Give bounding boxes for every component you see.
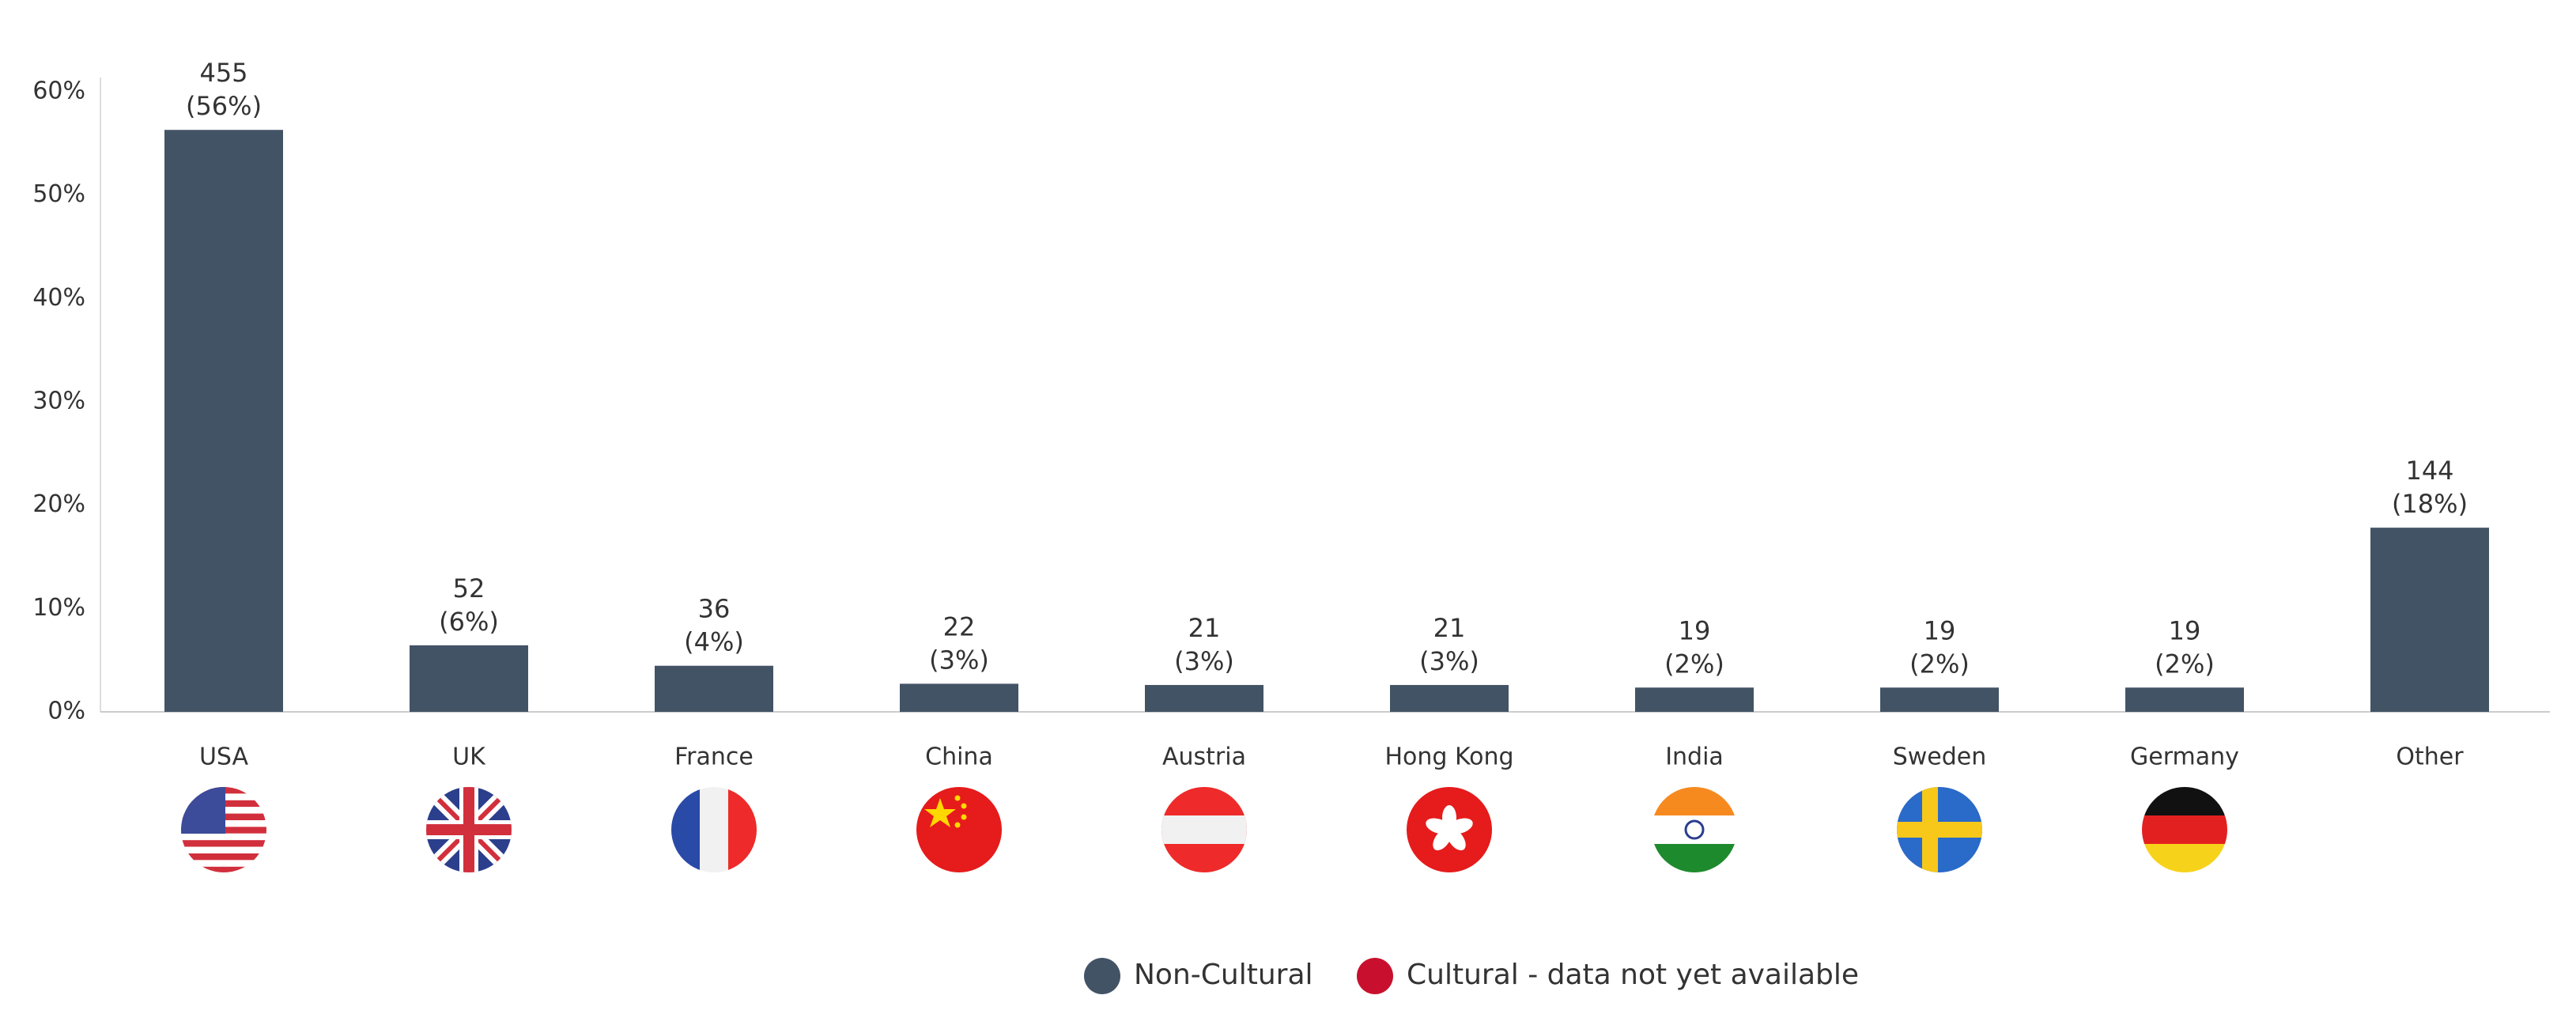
value-label: (3%) [1174,646,1234,676]
flag-part [1652,815,1737,844]
flag-part [181,860,266,867]
x-tick-label: Sweden [1893,743,1987,771]
flag-part [181,833,266,841]
legend-swatch [1357,958,1393,994]
bar [1145,685,1263,712]
flag-part [1426,818,1451,834]
value-label: (6%) [439,607,499,637]
flag-part [1161,815,1247,844]
x-tick-label: Germany [2130,743,2239,771]
value-count: 19 [2169,615,2201,645]
bar [1390,685,1509,712]
flag-part [700,787,728,872]
bar [1880,687,1999,712]
flag-icon [1652,787,1737,872]
x-tick-label: USA [199,743,249,771]
value-count: 21 [1188,613,1221,643]
value-label: (2%) [1909,649,1970,679]
y-tick-label: 30% [32,388,85,415]
flag-part [181,840,266,847]
value-count: 455 [199,58,247,88]
flag-part [728,787,757,872]
bar [1635,687,1754,712]
value-label: (56%) [186,91,262,121]
bar [900,683,1018,712]
flag-part [961,814,967,820]
value-label: (4%) [684,627,744,657]
value-count: 36 [698,594,731,624]
flag-icon [1407,787,1492,872]
x-tick-label: Austria [1162,743,1246,771]
flag-part [2142,787,2227,815]
flag-part [1897,822,1982,838]
flag-icon [1897,787,1982,872]
flag-part [1433,828,1452,851]
flag-part [916,787,1002,872]
legend-swatch [1084,958,1120,994]
flag-part [181,866,266,872]
value-count: 52 [453,573,485,603]
y-tick-label: 40% [32,284,85,312]
value-count: 22 [943,611,976,641]
x-tick-label: Other [2396,743,2464,771]
flag-part [1652,844,1737,872]
y-tick-label: 20% [32,490,85,518]
flag-icon [181,787,266,872]
value-label: (3%) [1419,646,1479,676]
flag-icon [671,787,757,872]
flag-part [671,787,700,872]
bar [410,645,528,712]
x-tick-label: China [925,743,993,771]
flag-part [181,846,266,853]
flag-icon [426,787,512,872]
value-label: (18%) [2392,489,2468,519]
x-tick-label: France [674,743,754,771]
y-tick-label: 50% [32,180,85,208]
bar [164,130,283,712]
flag-icon [916,787,1002,872]
bar [2125,687,2244,712]
flag-part [961,803,967,809]
flag-icon [1161,787,1247,872]
legend-label: Cultural - data not yet available [1407,959,1859,991]
y-tick-label: 0% [47,698,85,725]
bar [655,665,773,712]
bar [2370,528,2489,712]
value-count: 19 [1924,615,1956,645]
flag-part [954,822,961,828]
y-tick-label: 10% [32,594,85,622]
legend-label: Non-Cultural [1134,959,1313,991]
value-label: (3%) [929,645,989,675]
flag-icon [2142,787,2227,872]
y-tick-label: 60% [32,78,85,105]
flag-part [426,824,512,835]
x-tick-label: UK [452,743,486,771]
x-tick-label: India [1665,743,1724,771]
flag-part [181,787,225,834]
flag-part [924,798,956,827]
flag-part [954,795,961,801]
flag-part [2142,844,2227,872]
value-label: (2%) [2155,649,2215,679]
value-label: (2%) [1664,649,1724,679]
flag-part [1684,819,1705,840]
flag-part [181,853,266,861]
value-count: 21 [1433,613,1466,643]
x-tick-label: Hong Kong [1384,743,1513,771]
value-count: 144 [2405,456,2453,486]
flag-part [1652,787,1737,815]
flag-part [2142,815,2227,844]
value-count: 19 [1679,615,1711,645]
